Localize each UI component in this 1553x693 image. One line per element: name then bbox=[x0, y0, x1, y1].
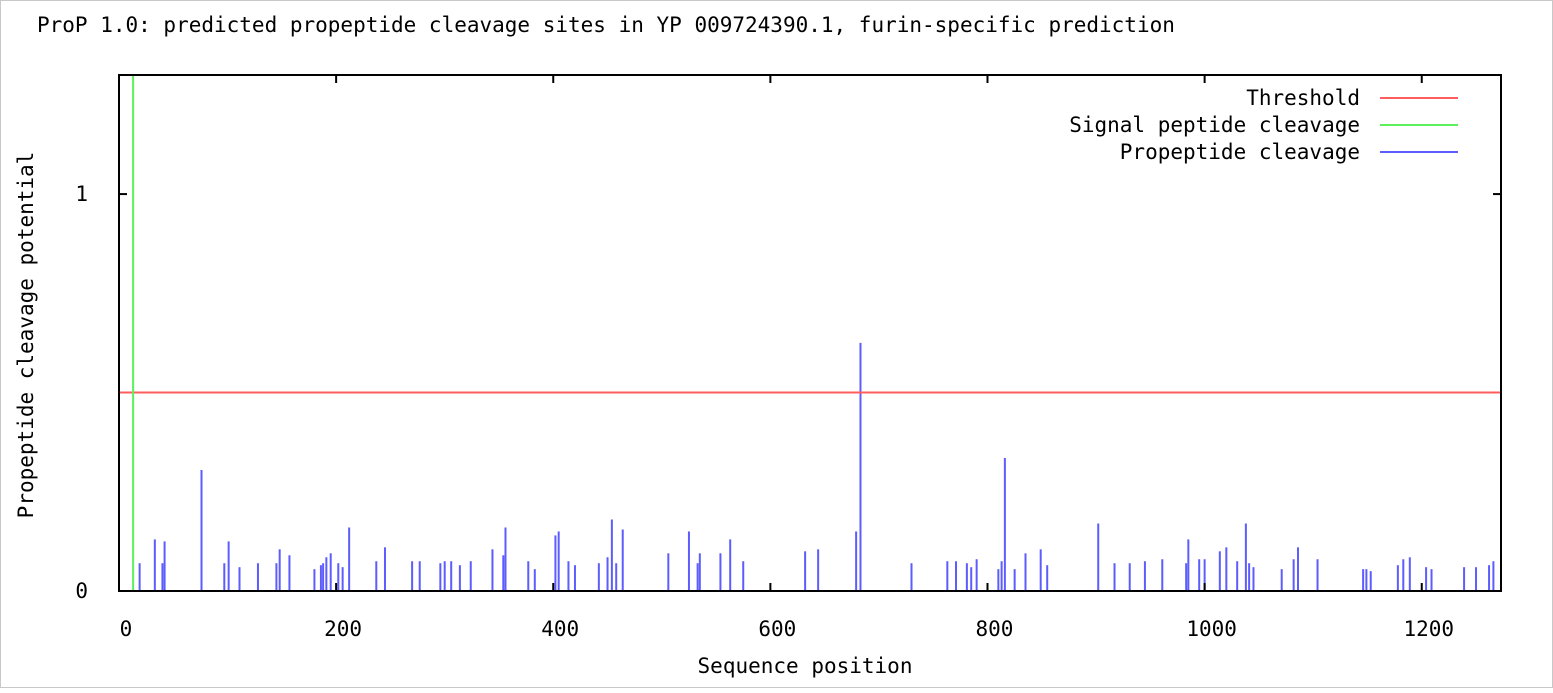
legend-label: Threshold bbox=[1246, 86, 1360, 110]
x-tick-label: 1000 bbox=[1186, 617, 1237, 641]
x-tick-label: 800 bbox=[976, 617, 1014, 641]
x-tick-label: 600 bbox=[758, 617, 796, 641]
x-tick-label: 0 bbox=[120, 617, 133, 641]
x-axis-ticks: 0 200 400 600 800 1000 1200 bbox=[118, 75, 1454, 641]
x-tick-label: 1200 bbox=[1403, 617, 1454, 641]
propeptide-bars bbox=[138, 342, 1495, 591]
legend-label: Signal peptide cleavage bbox=[1069, 113, 1360, 137]
legend-label: Propeptide cleavage bbox=[1120, 140, 1360, 164]
legend: Threshold Signal peptide cleavage Propepti… bbox=[1069, 86, 1458, 164]
plot-frame bbox=[118, 74, 1502, 592]
y-tick-label: 1 bbox=[75, 182, 88, 206]
chart-title: ProP 1.0: predicted propeptide cleavage … bbox=[37, 13, 1175, 37]
x-tick-label: 400 bbox=[541, 617, 579, 641]
x-axis-label: Sequence position bbox=[698, 654, 913, 678]
y-axis-label: Propeptide cleavage potential bbox=[14, 152, 38, 519]
y-axis-ticks: 01 bbox=[75, 182, 1501, 603]
x-tick-label: 200 bbox=[324, 617, 362, 641]
y-tick-label: 0 bbox=[75, 579, 88, 603]
